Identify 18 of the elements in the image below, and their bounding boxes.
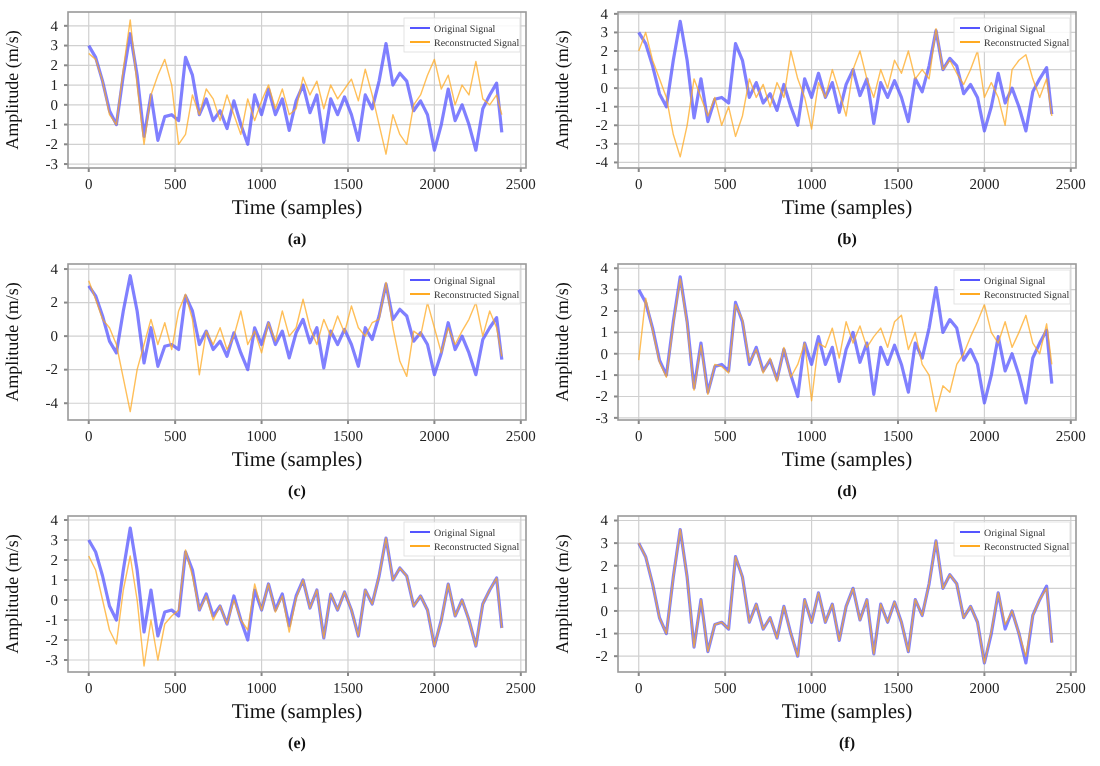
x-axis-title: Time (samples) bbox=[781, 702, 914, 724]
text: (c) bbox=[288, 482, 307, 500]
y-axis-title: Amplitude (m/s) bbox=[2, 30, 22, 150]
text: (d) bbox=[837, 482, 858, 500]
x-axis-title: Time (samples) bbox=[231, 198, 364, 220]
text: (b) bbox=[837, 230, 858, 248]
y-axis-title: Amplitude (m/s) bbox=[2, 282, 22, 402]
y-axis-title: Amplitude (m/s) bbox=[552, 30, 572, 150]
x-axis-title: Time (samples) bbox=[231, 702, 364, 724]
x-axis-title: Time (samples) bbox=[781, 198, 914, 220]
x-axis-title: Time (samples) bbox=[781, 450, 914, 472]
text: (f) bbox=[839, 734, 856, 752]
x-axis-title: Time (samples) bbox=[231, 450, 364, 472]
y-axis-title: Amplitude (m/s) bbox=[2, 534, 22, 654]
y-axis-title: Amplitude (m/s) bbox=[552, 282, 572, 402]
text: (e) bbox=[288, 734, 307, 752]
y-axis-title: Amplitude (m/s) bbox=[552, 534, 572, 654]
text: (a) bbox=[287, 230, 307, 248]
